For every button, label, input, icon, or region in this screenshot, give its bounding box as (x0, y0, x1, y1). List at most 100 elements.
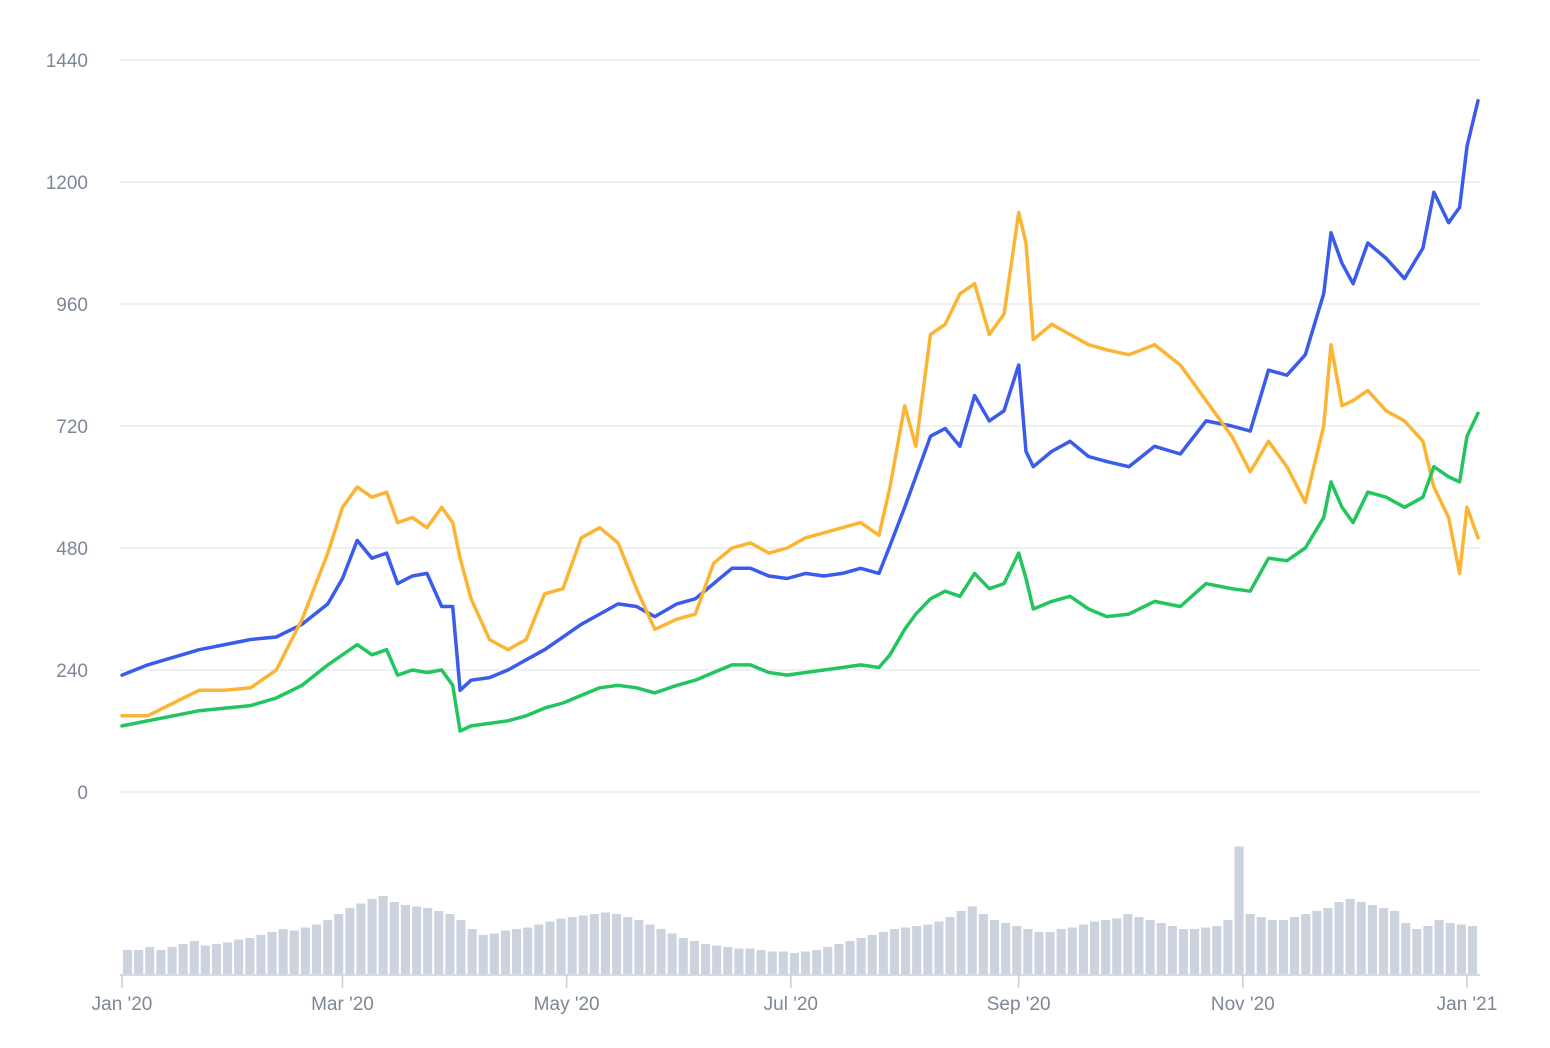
volume-bar (434, 911, 444, 974)
volume-bar (823, 947, 833, 974)
volume-bar (1167, 926, 1177, 974)
volume-bar (478, 935, 488, 974)
volume-bar (256, 935, 266, 974)
y-tick-label: 240 (56, 661, 88, 682)
volume-bar (1067, 927, 1077, 974)
volume-bar (1467, 926, 1477, 974)
volume-bar (878, 932, 888, 974)
volume-bar (745, 948, 755, 974)
volume-bar (1190, 929, 1200, 974)
volume-bar (300, 927, 310, 974)
volume-bar (1345, 899, 1355, 974)
volume-bar (612, 914, 622, 974)
volume-bar (912, 926, 922, 974)
volume-bar (1290, 917, 1300, 974)
volume-bar (145, 947, 155, 974)
volume-bar (1090, 921, 1100, 974)
volume-bar (534, 924, 544, 974)
volume-bar (789, 953, 799, 974)
volume-bar (734, 948, 744, 974)
y-tick-label: 480 (56, 539, 88, 560)
volume-bar (923, 924, 933, 974)
volume-bar (489, 933, 499, 974)
volume-bar (1123, 914, 1133, 974)
volume-bar (712, 945, 722, 974)
volume-bar (423, 908, 433, 974)
x-tick-label: Nov '20 (1211, 994, 1275, 1015)
volume-bar (500, 930, 510, 974)
volume-bar (845, 941, 855, 974)
volume-bar (334, 914, 344, 974)
volume-bar (1456, 924, 1466, 974)
volume-bar (978, 914, 988, 974)
y-axis-ticks: 0 240 480 720 960 1200 1440 (46, 51, 88, 804)
volume-bar (556, 918, 566, 974)
volume-bar (1245, 914, 1255, 974)
volume-bar (689, 941, 699, 974)
volume-bar (1445, 923, 1455, 974)
volume-bar (345, 908, 355, 974)
volume-bar (1312, 911, 1322, 974)
volume-bar (589, 914, 599, 974)
volume-bar (1256, 917, 1266, 974)
volume-bar (523, 927, 533, 974)
volume-bar (1267, 920, 1277, 974)
volume-bar (812, 950, 822, 974)
volume-bar (756, 950, 766, 974)
volume-bar (901, 927, 911, 974)
volume-bar (767, 951, 777, 974)
volume-bar (645, 924, 655, 974)
series-line-3 (120, 411, 1480, 733)
volume-bar (856, 938, 866, 974)
x-tick-label: May '20 (534, 994, 600, 1015)
volume-bar (1278, 920, 1288, 974)
y-tick-label: 960 (56, 295, 88, 316)
volume-bar (134, 950, 144, 974)
volume-bar (223, 942, 233, 974)
volume-bar (1034, 932, 1044, 974)
volume-bar (1390, 911, 1400, 974)
volume-bar (412, 906, 422, 974)
volume-bar (1023, 929, 1033, 974)
volume-bar (1112, 918, 1122, 974)
volume-bar (1334, 902, 1344, 974)
volume-bar (778, 951, 788, 974)
volume-bar (889, 929, 899, 974)
volume-bar (1056, 929, 1066, 974)
volume-bar (211, 944, 221, 974)
volume-bar (178, 944, 188, 974)
series-lines (120, 98, 1480, 733)
volume-bar (156, 950, 166, 974)
volume-bar (1001, 923, 1011, 974)
volume-bar (445, 914, 455, 974)
volume-bar (1012, 926, 1022, 974)
volume-bar (167, 947, 177, 974)
volume-bar (1145, 920, 1155, 974)
volume-bar (623, 917, 633, 974)
volume-bar (378, 896, 388, 974)
x-axis-ticks: Jan '20 Mar '20 May '20 Jul '20 Sep '20 Nov '… (92, 975, 1497, 1015)
volume-bar (1423, 926, 1433, 974)
volume-bar (667, 933, 677, 974)
volume-bar (967, 906, 977, 974)
volume-bar (312, 924, 322, 974)
y-tick-label: 0 (77, 783, 88, 804)
volume-bar (323, 920, 333, 974)
volume-bar (834, 944, 844, 974)
volume-bar (1212, 926, 1222, 974)
volume-bar (1301, 914, 1311, 974)
volume-bar (1323, 908, 1333, 974)
volume-bar (1223, 920, 1233, 974)
x-tick-label: Mar '20 (311, 994, 374, 1015)
volume-bar (600, 912, 610, 974)
series-line-2 (120, 210, 1480, 718)
volume-bar (656, 929, 666, 974)
volume-bar (1134, 917, 1144, 974)
volume-bar (1078, 924, 1088, 974)
volume-bar (1045, 932, 1055, 974)
volume-bar (801, 951, 811, 974)
volume-bar (1434, 920, 1444, 974)
grid-lines (120, 59, 1480, 793)
volume-bar (545, 921, 555, 974)
volume-bar (123, 950, 133, 974)
